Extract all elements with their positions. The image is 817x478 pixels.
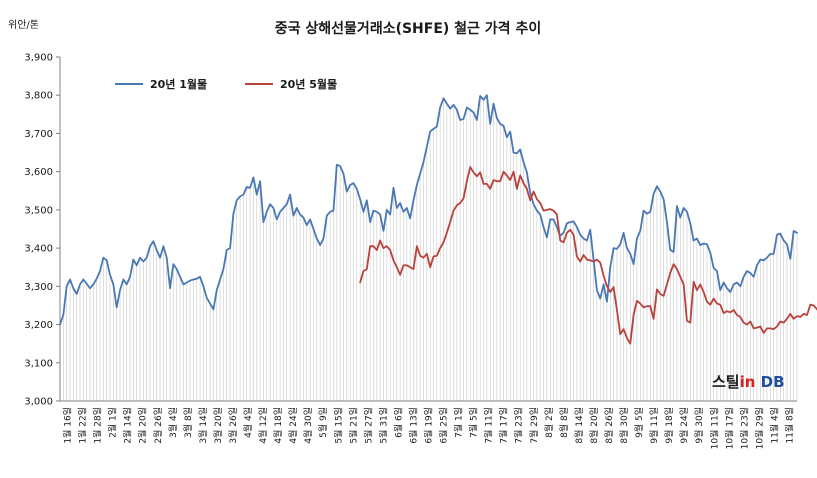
x-tick-label: 7월 5일	[468, 407, 480, 438]
brand-part3: DB	[760, 373, 785, 391]
x-tick-label: 10월 23일	[738, 407, 750, 449]
x-tick-label: 5월 31일	[377, 407, 389, 444]
x-tick-label: 8월 14일	[573, 407, 585, 444]
x-tick-label: 7월 29일	[528, 407, 540, 444]
legend-label-2: 20년 5월물	[280, 77, 337, 91]
y-tick-label: 3,300	[24, 282, 53, 293]
x-tick-label: 9월 11일	[648, 407, 660, 444]
x-tick-label: 4월 4일	[242, 407, 254, 438]
y-tick-label: 3,900	[24, 53, 53, 64]
x-tick-label: 9월 24일	[678, 407, 690, 444]
x-tick-label: 5월 15일	[332, 407, 344, 444]
x-tick-label: 3월 8일	[182, 407, 194, 438]
chart-title: 중국 상해선물거래소(SHFE) 철근 가격 추이	[275, 20, 541, 37]
x-tick-label: 8월 30일	[618, 407, 630, 444]
x-tick-label: 6월 6일	[392, 407, 404, 438]
x-tick-label: 10월 11일	[708, 407, 720, 449]
x-tick-label: 4월 12일	[257, 407, 269, 444]
x-axis: 1월 16일 1월 22일 1월 28일 2월 1일 2월 14일 2월 20일 2월 26…	[60, 400, 797, 449]
x-tick-label: 6월 13일	[407, 407, 419, 444]
x-tick-label: 4월 30일	[302, 407, 314, 444]
x-tick-label: 11월 8일	[783, 407, 795, 444]
y-tick-label: 3,700	[24, 129, 53, 140]
x-tick-label: 7월 23일	[513, 407, 525, 444]
x-tick-label: 11월 4일	[768, 407, 780, 444]
x-tick-label: 6월 19일	[423, 407, 435, 444]
x-tick-label: 7월 17일	[498, 407, 510, 444]
x-tick-label: 2월 14일	[122, 407, 134, 444]
x-tick-label: 6월 25일	[438, 407, 450, 444]
legend-label-1: 20년 1월물	[150, 77, 207, 91]
x-tick-label: 7월 11일	[483, 407, 495, 444]
y-tick-label: 3,100	[24, 358, 53, 369]
x-tick-label: 5월 21일	[347, 407, 359, 444]
x-tick-label: 2월 26일	[152, 407, 164, 444]
y-tick-label: 3,500	[24, 205, 53, 216]
x-tick-label: 3월 26일	[227, 407, 239, 444]
x-tick-label: 8월 26일	[603, 407, 615, 444]
x-tick-label: 5월 27일	[362, 407, 374, 444]
x-tick-label: 5월 9일	[317, 407, 329, 438]
x-tick-label: 2월 1일	[107, 407, 119, 438]
y-tick-label: 3,200	[24, 320, 53, 331]
series-line-2	[359, 166, 817, 345]
y-axis: 3,000 3,100 3,200 3,300 3,400 3,500 3,600 3,700…	[24, 53, 61, 408]
x-tick-label: 1월 22일	[77, 407, 89, 444]
x-tick-label: 8월 2일	[543, 407, 555, 438]
x-tick-label: 10월 29일	[753, 407, 765, 449]
y-axis-unit: 위안/톤	[8, 18, 39, 31]
y-tick-label: 3,400	[24, 244, 53, 255]
x-tick-label: 3월 14일	[197, 407, 209, 444]
x-tick-label: 4월 18일	[272, 407, 284, 444]
x-tick-label: 9월 18일	[663, 407, 675, 444]
x-tick-label: 9월 5일	[633, 407, 645, 438]
x-tick-label: 9월 30일	[693, 407, 705, 444]
x-tick-label: 8월 8일	[558, 407, 570, 438]
grid-layer	[59, 95, 798, 401]
brand-logo: 스틸in DB	[712, 371, 792, 395]
x-tick-label: 3월 20일	[212, 407, 224, 444]
y-tick-label: 3,800	[24, 91, 53, 102]
x-tick-label: 10월 17일	[723, 407, 735, 449]
legend: 20년 1월물 20년 5월물	[115, 77, 337, 91]
x-tick-label: 1월 28일	[92, 407, 104, 444]
x-tick-label: 1월 16일	[62, 407, 74, 444]
series-line-1	[59, 94, 798, 326]
y-tick-label: 3,600	[24, 167, 53, 178]
x-tick-label: 2월 20일	[137, 407, 149, 444]
x-tick-label: 7월 1일	[453, 407, 465, 438]
brand-part1: 스틸	[712, 373, 740, 391]
brand-part2: in	[739, 373, 756, 391]
x-tick-label: 3월 4일	[167, 407, 179, 438]
series-layer	[59, 94, 817, 345]
x-tick-label: 8월 20일	[588, 407, 600, 444]
x-tick-label: 4월 24일	[287, 407, 299, 444]
y-tick-label: 3,000	[24, 397, 53, 408]
